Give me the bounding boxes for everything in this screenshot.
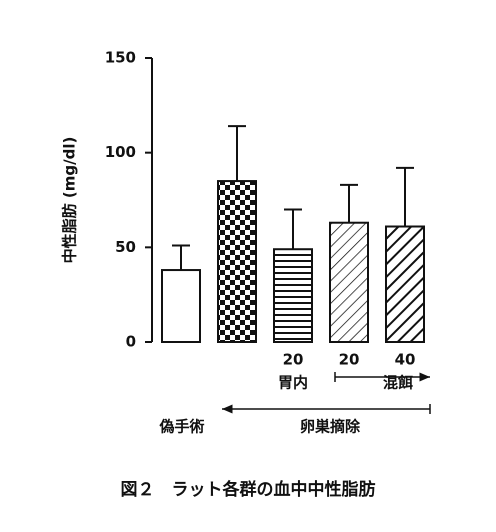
bar: [329, 221, 369, 343]
y-tick-label: 50: [115, 238, 136, 256]
y-tick-label: 0: [126, 333, 136, 351]
bar: [217, 180, 257, 343]
group-label: 混餌: [383, 374, 413, 392]
group-label: 偽手術: [158, 418, 204, 436]
y-axis-label: 中性脂肪 (mg/dl): [61, 137, 79, 264]
group-label: 胃内: [278, 374, 308, 392]
caption: 図２ ラット各群の血中中性脂肪: [121, 479, 376, 500]
x-tick-label: 20: [283, 351, 304, 369]
bar: [273, 248, 313, 343]
group-label: 卵巣摘除: [300, 418, 361, 436]
y-tick-label: 100: [105, 143, 136, 161]
bar: [385, 225, 425, 343]
y-tick-label: 150: [105, 49, 136, 67]
x-tick-label: 40: [395, 351, 416, 369]
x-tick-label: 20: [339, 351, 360, 369]
bar: [161, 269, 201, 344]
